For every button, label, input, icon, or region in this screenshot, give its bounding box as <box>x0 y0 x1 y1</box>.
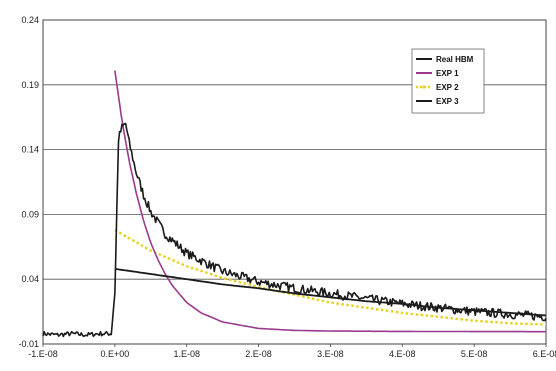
series-line-exp-1 <box>114 70 546 333</box>
x-tick-label: 1.E-08 <box>173 349 200 359</box>
y-tick-label: 0.24 <box>21 15 39 25</box>
plot-area <box>42 19 547 345</box>
y-tick-label: 0.09 <box>21 209 39 219</box>
legend-label: EXP 3 <box>436 97 459 106</box>
series-layer <box>42 70 547 338</box>
x-tick-label: 3.E-08 <box>317 349 344 359</box>
x-tick-label: 5.E-08 <box>461 349 488 359</box>
y-tick-label: 0.04 <box>21 274 39 284</box>
y-axis-tick-labels: -0.01 0.04 0.09 0.14 0.19 0.24 <box>18 15 39 349</box>
legend-label: EXP 1 <box>436 69 459 78</box>
y-tick-label: 0.14 <box>21 145 39 155</box>
legend: Real HBM EXP 1 EXP 2 EXP 3 <box>411 48 485 114</box>
x-tick-label: 6.E-08 <box>533 349 556 359</box>
x-tick-label: -1.E-08 <box>28 349 58 359</box>
y-tick-label: 0.19 <box>21 80 39 90</box>
legend-marker <box>422 85 426 89</box>
legend-label: Real HBM <box>436 55 474 64</box>
y-tick-label: -0.01 <box>18 339 39 349</box>
legend-label: EXP 2 <box>436 83 459 92</box>
x-axis-tick-labels: -1.E-08 0.E+00 1.E-08 2.E-08 3.E-08 4.E-08 5.E… <box>28 344 556 359</box>
x-tick-label: 4.E-08 <box>389 349 416 359</box>
series-line-exp-2 <box>114 228 547 326</box>
x-tick-label: 2.E-08 <box>245 349 272 359</box>
series-line-real-hbm <box>42 122 547 338</box>
x-tick-label: 0.E+00 <box>100 349 129 359</box>
